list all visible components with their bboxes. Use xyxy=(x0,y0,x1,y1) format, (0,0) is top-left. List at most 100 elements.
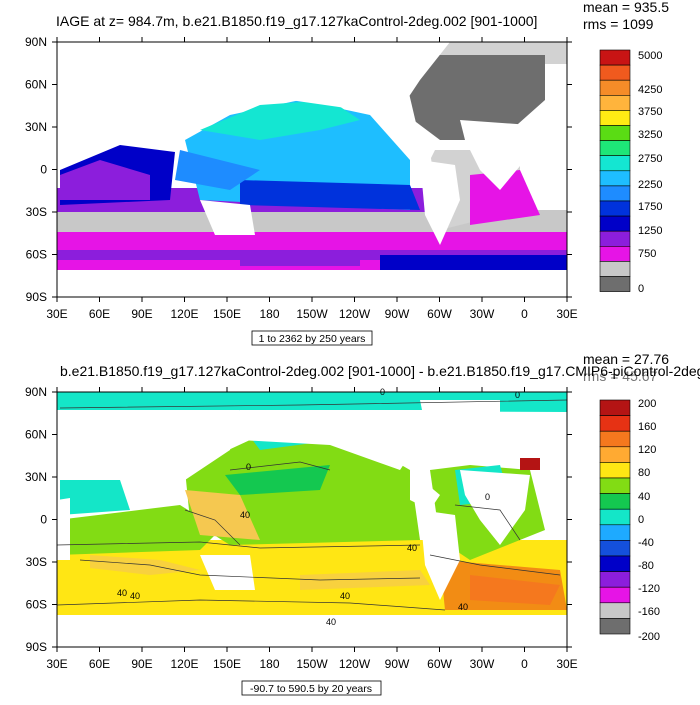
x-tick-label: 60E xyxy=(89,307,110,321)
legend-swatch xyxy=(599,64,631,81)
contour-label: 40 xyxy=(130,591,140,601)
x-tick-label: 120W xyxy=(339,307,371,321)
legend-label: 120 xyxy=(638,444,656,456)
legend-swatch xyxy=(599,95,631,111)
legend-swatch xyxy=(599,508,631,526)
legend-swatch xyxy=(599,200,631,217)
panel-top: IAGE at z= 984.7m, b.e21.B1850.f19_g17.1… xyxy=(25,0,669,346)
legend-label: 40 xyxy=(638,491,650,503)
x-tick-label: 30W xyxy=(470,657,495,671)
panel2-range-label: -90.7 to 590.5 by 20 years xyxy=(250,683,372,695)
contour-label: 0 xyxy=(246,462,251,472)
panel2-mean: mean = 27.76 xyxy=(583,351,669,367)
x-tick-label: 150W xyxy=(296,307,328,321)
contour-label: 40 xyxy=(240,510,250,520)
legend-label: 160 xyxy=(638,421,656,433)
contour-label: 40 xyxy=(340,591,350,601)
panel2-map xyxy=(57,392,567,647)
x-tick-label: 180 xyxy=(259,657,279,671)
legend-label: 1250 xyxy=(638,225,662,237)
legend-swatch xyxy=(599,555,631,572)
x-tick-label: 30E xyxy=(46,307,67,321)
legend-label: 2250 xyxy=(638,179,662,191)
legend-swatch xyxy=(599,477,631,494)
legend-swatch xyxy=(599,230,631,247)
x-tick-label: 150E xyxy=(213,307,241,321)
contour-label: 40 xyxy=(407,543,417,553)
contour-label: 40 xyxy=(458,602,468,612)
legend-label: 80 xyxy=(638,467,650,479)
y-tick-label: 90N xyxy=(25,35,47,49)
x-tick-label: 90E xyxy=(131,657,152,671)
legend-swatch xyxy=(599,110,631,126)
legend-swatch xyxy=(599,49,631,66)
legend-swatch xyxy=(599,540,631,557)
panel1-y-axis: 90N 60N 30N 0 30S 60S 90S xyxy=(25,35,572,304)
y-tick-label: 30N xyxy=(25,470,47,484)
x-tick-label: 30E xyxy=(46,657,67,671)
x-tick-label: 120W xyxy=(339,657,371,671)
contour-label: 0 xyxy=(515,390,520,400)
legend-swatch xyxy=(599,430,631,448)
legend-swatch xyxy=(599,571,631,588)
legend-swatch xyxy=(599,140,631,157)
x-tick-label: 150W xyxy=(296,657,328,671)
legend-swatch xyxy=(599,170,631,187)
legend-swatch xyxy=(599,399,631,416)
legend-swatch xyxy=(599,602,631,619)
panel1-range-label: 1 to 2362 by 250 years xyxy=(259,333,366,345)
y-tick-label: 60S xyxy=(26,248,47,262)
y-tick-label: 30N xyxy=(25,120,47,134)
y-tick-label: 0 xyxy=(40,513,47,527)
x-tick-label: 120E xyxy=(170,307,198,321)
legend-swatch xyxy=(599,246,631,262)
y-tick-label: 90S xyxy=(26,290,47,304)
legend-swatch xyxy=(599,125,631,141)
legend-label: 3250 xyxy=(638,129,662,141)
y-tick-label: 60S xyxy=(26,598,47,612)
contour-label: 0 xyxy=(380,387,385,397)
contour-label: 40 xyxy=(117,588,127,598)
x-tick-label: 60W xyxy=(427,307,452,321)
panel1-mean: mean = 935.5 xyxy=(583,0,669,15)
legend-swatch xyxy=(599,276,631,292)
legend-label: -200 xyxy=(638,631,660,643)
x-tick-label: 90W xyxy=(385,307,410,321)
x-tick-label: 90W xyxy=(385,657,410,671)
x-tick-label: 90E xyxy=(131,307,152,321)
legend-swatch xyxy=(599,261,631,277)
legend-swatch xyxy=(599,462,631,479)
y-tick-label: 0 xyxy=(40,163,47,177)
legend-swatch xyxy=(599,446,631,463)
legend-label: 1750 xyxy=(638,201,662,213)
x-tick-label: 180 xyxy=(259,307,279,321)
panel1-map xyxy=(57,42,567,297)
legend-swatch xyxy=(599,586,631,604)
legend-label: 5000 xyxy=(638,50,662,62)
legend-swatch xyxy=(599,155,631,172)
y-tick-label: 90N xyxy=(25,385,47,399)
x-tick-label: 0 xyxy=(521,307,528,321)
panel1-x-axis: 30E 60E 90E 120E 150E 180 150W 120W 90W 60W 30W 0 30… xyxy=(46,37,578,321)
y-tick-label: 30S xyxy=(26,555,47,569)
legend-label: 200 xyxy=(638,398,656,410)
panel2-title: b.e21.B1850.f19_g17.127kaControl-2deg.00… xyxy=(60,363,700,379)
panel1-legend: 5000 4250 3750 3250 2750 2250 1750 1250 750 0 xyxy=(599,49,662,295)
legend-swatch xyxy=(599,618,631,635)
panel2-contour-labels: 0 40 40 40 40 40 40 40 0 0 0 xyxy=(117,387,520,627)
panel1-rms: rms = 1099 xyxy=(583,16,654,32)
x-tick-label: 150E xyxy=(213,657,241,671)
y-tick-label: 90S xyxy=(26,640,47,654)
legend-label: -80 xyxy=(638,560,654,572)
panel2-x-axis: 30E 60E 90E 120E 150E 180 150W 120W 90W 60W 30W 0 30… xyxy=(46,387,578,671)
x-tick-label: 30E xyxy=(556,307,577,321)
legend-swatch xyxy=(599,493,631,510)
panel2-legend: 200 160 120 80 40 0 -40 -80 -120 -160 -200 xyxy=(599,398,660,643)
contour-label: 40 xyxy=(326,617,336,627)
y-tick-label: 60N xyxy=(25,428,47,442)
panel-bottom: b.e21.B1850.f19_g17.127kaControl-2deg.00… xyxy=(25,351,700,696)
panel1-title: IAGE at z= 984.7m, b.e21.B1850.f19_g17.1… xyxy=(56,13,537,29)
legend-swatch xyxy=(599,79,631,96)
legend-swatch xyxy=(599,215,631,232)
